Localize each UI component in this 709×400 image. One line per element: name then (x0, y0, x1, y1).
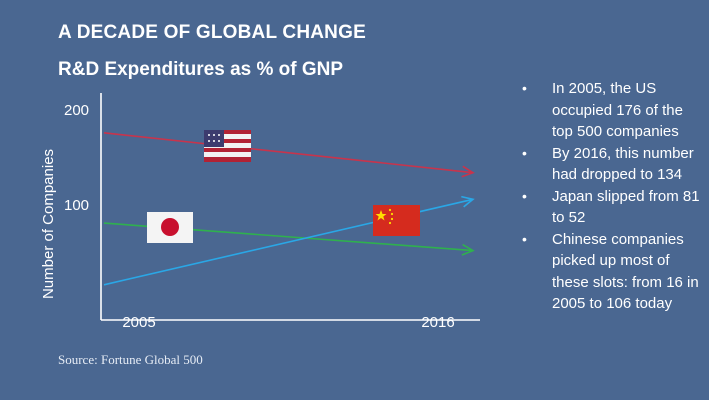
bullet-dot-icon: • (522, 187, 527, 204)
slide-title: A DECADE OF GLOBAL CHANGE (58, 22, 366, 43)
series-line-us (103, 132, 474, 174)
bullet-dot-icon: • (522, 230, 527, 247)
series-arrowhead-us (461, 165, 475, 178)
japan-flag-icon (147, 212, 193, 243)
china-flag-icon (373, 205, 420, 236)
bullet-text: Chinese companies picked up most of thes… (552, 230, 699, 313)
bullet-item: • Chinese companies picked up most of the… (522, 229, 702, 315)
bullet-list: • In 2005, the US occupied 176 of the top… (522, 78, 702, 315)
series-arrowhead-japan (461, 243, 475, 256)
bullet-text: In 2005, the US occupied 176 of the top … (552, 80, 683, 140)
bullet-dot-icon: • (522, 144, 527, 161)
us-flag-icon (204, 130, 251, 162)
y-axis-label: Number of Companies (40, 149, 57, 299)
bullet-item: • Japan slipped from 81 to 52 (522, 186, 702, 229)
source-note: Source: Fortune Global 500 (58, 352, 203, 367)
bullet-dot-icon: • (522, 80, 527, 96)
y-tick-label: 200 (64, 102, 89, 119)
bullet-text: Japan slipped from 81 to 52 (552, 187, 700, 227)
x-tick-label: 2016 (421, 314, 454, 331)
bullet-text: By 2016, this number had dropped to 134 (552, 144, 694, 184)
y-tick-label: 100 (64, 197, 89, 214)
series-arrowhead-china (461, 195, 475, 208)
slide-subtitle: R&D Expenditures as % of GNP (58, 59, 344, 80)
x-tick-label: 2005 (122, 314, 155, 331)
bullet-item: • In 2005, the US occupied 176 of the top… (522, 78, 702, 143)
bullet-item: • By 2016, this number had dropped to 134 (522, 143, 702, 186)
